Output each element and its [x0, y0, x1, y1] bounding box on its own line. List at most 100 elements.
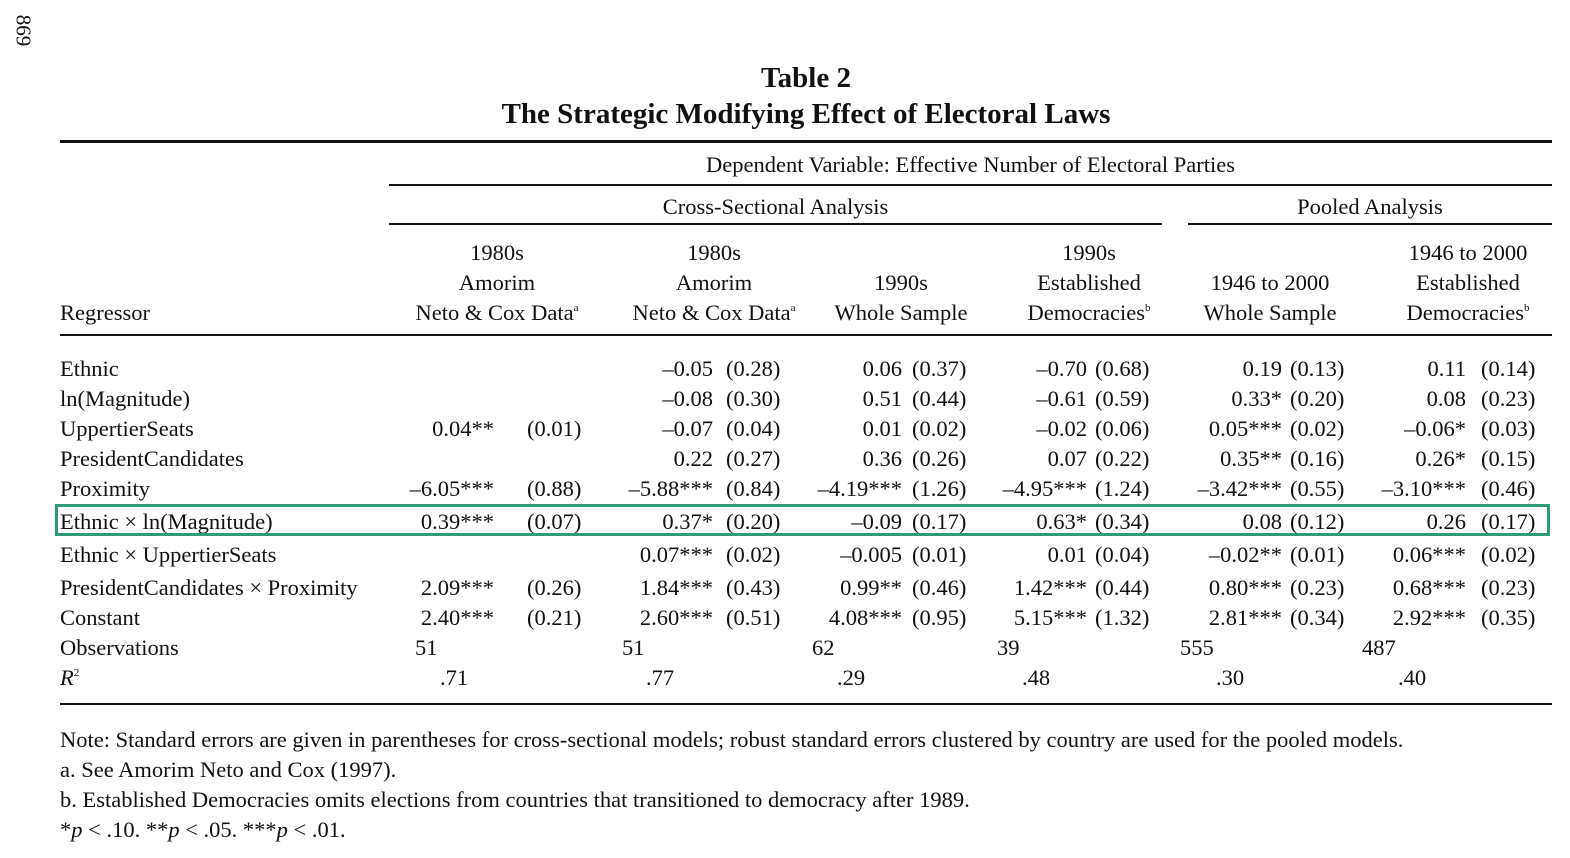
- standard-error-cell: (0.44): [1095, 575, 1150, 600]
- standard-error-cell: (0.02): [1290, 416, 1345, 441]
- observations-cell: 51: [415, 635, 438, 660]
- table-title-block: Table 2 The Strategic Modifying Effect o…: [60, 60, 1552, 132]
- coefficient-cell: 0.63*: [1036, 509, 1087, 534]
- column-header-line: Established: [1416, 270, 1520, 295]
- row-label: PresidentCandidates: [60, 446, 244, 471]
- standard-error-cell: (0.02): [912, 416, 967, 441]
- column-header-line: Whole Sample: [1203, 300, 1337, 325]
- note-line: b. Established Democracies omits electio…: [60, 787, 970, 812]
- observations-cell: 487: [1362, 635, 1396, 660]
- standard-error-cell: (0.37): [912, 356, 967, 381]
- column-header-line: Amorim: [458, 270, 536, 295]
- standard-error-cell: (0.34): [1095, 509, 1150, 534]
- table-subtitle: The Strategic Modifying Effect of Electo…: [501, 98, 1111, 130]
- coefficient-cell: 0.07: [1047, 446, 1087, 471]
- standard-error-cell: (0.21): [527, 605, 582, 630]
- coefficient-cell: 0.11: [1427, 356, 1466, 381]
- coefficient-cell: 0.68***: [1392, 575, 1466, 600]
- standard-error-cell: (0.43): [726, 575, 781, 600]
- coefficient-cell: 0.05***: [1208, 416, 1282, 441]
- coefficient-cell: 0.08: [1242, 509, 1282, 534]
- coefficient-cell: 4.08***: [828, 605, 902, 630]
- standard-error-cell: (0.26): [912, 446, 967, 471]
- r-squared-cell: .71: [440, 665, 469, 690]
- standard-error-cell: (0.20): [726, 509, 781, 534]
- footnote-marker: a: [790, 302, 796, 314]
- standard-error-cell: (0.46): [1481, 476, 1536, 501]
- standard-error-cell: (0.12): [1290, 509, 1345, 534]
- row-label: UppertierSeats: [60, 416, 194, 441]
- r-squared-cell: .77: [646, 665, 675, 690]
- header-rule: [60, 334, 1552, 336]
- standard-error-cell: (0.28): [726, 356, 781, 381]
- coefficient-cell: 0.26: [1426, 509, 1466, 534]
- standard-error-cell: (0.15): [1481, 446, 1536, 471]
- observations-cell: 51: [622, 635, 645, 660]
- row-label: Constant: [60, 605, 141, 630]
- coefficient-cell: –0.08: [662, 386, 713, 411]
- coefficient-cell: –0.07: [662, 416, 713, 441]
- coefficient-cell: –5.88***: [628, 476, 713, 501]
- standard-error-cell: (0.04): [726, 416, 781, 441]
- standard-error-cell: (1.24): [1095, 476, 1150, 501]
- row-label: ln(Magnitude): [60, 386, 190, 411]
- note-line: Note: Standard errors are given in paren…: [60, 727, 1404, 752]
- coefficient-cell: 0.22: [673, 446, 713, 471]
- standard-error-cell: (0.02): [726, 542, 781, 567]
- r-squared-cell: .30: [1216, 665, 1245, 690]
- regressor-header: Regressor: [60, 300, 150, 325]
- row-label: Proximity: [60, 476, 151, 501]
- standard-error-cell: (0.14): [1481, 356, 1536, 381]
- table-notes: Note: Standard errors are given in paren…: [60, 725, 1550, 845]
- standard-error-cell: (0.07): [527, 509, 582, 534]
- r-squared-cell: .29: [837, 665, 866, 690]
- column-header-line: 1990s: [874, 270, 928, 295]
- standard-error-cell: (0.01): [1290, 542, 1345, 567]
- table-title: Table 2: [761, 62, 851, 94]
- coefficient-cell: –0.61: [1036, 386, 1087, 411]
- standard-error-cell: (0.13): [1290, 356, 1345, 381]
- column-header-line: Neto & Cox Dataa: [632, 300, 796, 325]
- coefficient-cell: –6.05***: [409, 476, 494, 501]
- standard-error-cell: (0.51): [726, 605, 781, 630]
- standard-error-cell: (0.01): [912, 542, 967, 567]
- coefficient-cell: 2.60***: [639, 605, 713, 630]
- standard-error-cell: (0.23): [1481, 386, 1536, 411]
- standard-error-cell: (0.22): [1095, 446, 1150, 471]
- column-header-line: Neto & Cox Dataa: [415, 300, 579, 325]
- standard-error-cell: (0.20): [1290, 386, 1345, 411]
- standard-error-cell: (0.34): [1290, 605, 1345, 630]
- standard-error-cell: (0.95): [912, 605, 967, 630]
- r-squared-cell: .40: [1398, 665, 1427, 690]
- coefficient-cell: –0.02**: [1208, 542, 1282, 567]
- coefficient-cell: 0.35**: [1220, 446, 1282, 471]
- dependent-variable-header: Dependent Variable: Effective Number of …: [706, 152, 1235, 177]
- coefficient-cell: 0.06***: [1392, 542, 1466, 567]
- coefficient-cell: –3.42***: [1197, 476, 1282, 501]
- standard-error-cell: (0.17): [912, 509, 967, 534]
- note-line: a. See Amorim Neto and Cox (1997).: [60, 757, 397, 782]
- column-header-line: 1946 to 2000: [1408, 240, 1528, 265]
- coefficient-cell: 2.40***: [420, 605, 494, 630]
- column-header-line: Whole Sample: [834, 300, 968, 325]
- column-header-line: Established: [1037, 270, 1141, 295]
- coefficient-cell: 0.51: [862, 386, 902, 411]
- coefficient-cell: –0.06*: [1404, 416, 1466, 441]
- standard-error-cell: (0.23): [1290, 575, 1345, 600]
- group-rule-cross-sectional: [389, 223, 1162, 225]
- coefficient-cell: 0.06: [862, 356, 902, 381]
- standard-error-cell: (1.26): [912, 476, 967, 501]
- coefficient-cell: 0.19: [1242, 356, 1282, 381]
- observations-cell: 39: [997, 635, 1020, 660]
- page-number: 869: [11, 14, 36, 46]
- observations-label: Observations: [60, 635, 179, 660]
- coefficient-cell: –3.10***: [1381, 476, 1466, 501]
- coefficient-cell: 0.01: [862, 416, 902, 441]
- group-header-pooled: Pooled Analysis: [1297, 194, 1443, 219]
- standard-error-cell: (0.30): [726, 386, 781, 411]
- standard-error-cell: (0.01): [527, 416, 582, 441]
- footnote-marker: b: [1144, 302, 1151, 314]
- footnote-marker: b: [1523, 302, 1530, 314]
- significance-note: *p < .10. **p < .05. ***p < .01.: [60, 817, 346, 842]
- group-rule-pooled: [1188, 223, 1552, 225]
